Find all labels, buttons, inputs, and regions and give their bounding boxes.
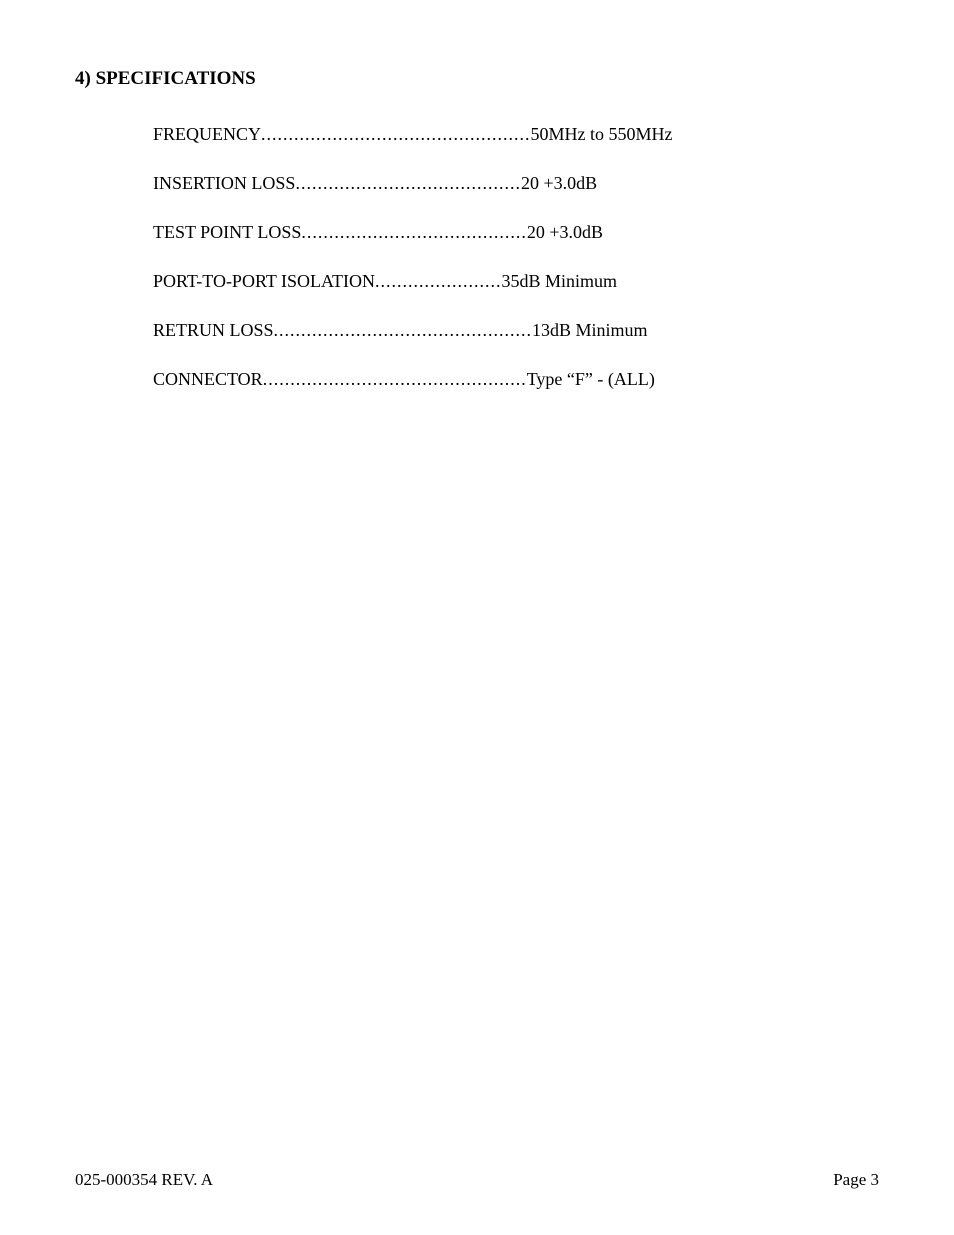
spec-row: PORT-TO-PORT ISOLATION..................…: [153, 271, 879, 292]
spec-label: INSERTION LOSS: [153, 173, 295, 194]
spec-label: TEST POINT LOSS: [153, 222, 301, 243]
doc-id: 025-000354 REV. A: [75, 1170, 213, 1190]
spec-dots: ........................................…: [301, 222, 527, 243]
section-heading: 4) SPECIFICATIONS: [75, 68, 879, 90]
spec-row: INSERTION LOSS..........................…: [153, 173, 879, 194]
spec-value: 20 +3.0dB: [521, 173, 597, 194]
page-footer: 025-000354 REV. A Page 3: [75, 1170, 879, 1190]
spec-list: FREQUENCY...............................…: [75, 124, 879, 390]
spec-dots: ........................................…: [295, 173, 521, 194]
spec-row: FREQUENCY...............................…: [153, 124, 879, 145]
spec-value: 20 +3.0dB: [527, 222, 603, 243]
spec-value: 50MHz to 550MHz: [531, 124, 673, 145]
spec-row: TEST POINT LOSS.........................…: [153, 222, 879, 243]
spec-dots: .......................: [375, 271, 502, 292]
spec-label: RETRUN LOSS: [153, 320, 274, 341]
spec-value: 13dB Minimum: [532, 320, 648, 341]
spec-label: FREQUENCY: [153, 124, 261, 145]
spec-dots: ........................................…: [263, 369, 527, 390]
spec-row: CONNECTOR...............................…: [153, 369, 879, 390]
spec-value: 35dB Minimum: [502, 271, 618, 292]
spec-label: CONNECTOR: [153, 369, 263, 390]
spec-dots: ........................................…: [261, 124, 531, 145]
page-number: Page 3: [833, 1170, 879, 1190]
spec-label: PORT-TO-PORT ISOLATION: [153, 271, 375, 292]
spec-row: RETRUN LOSS.............................…: [153, 320, 879, 341]
spec-dots: ........................................…: [274, 320, 533, 341]
spec-value: Type “F” - (ALL): [527, 369, 655, 390]
